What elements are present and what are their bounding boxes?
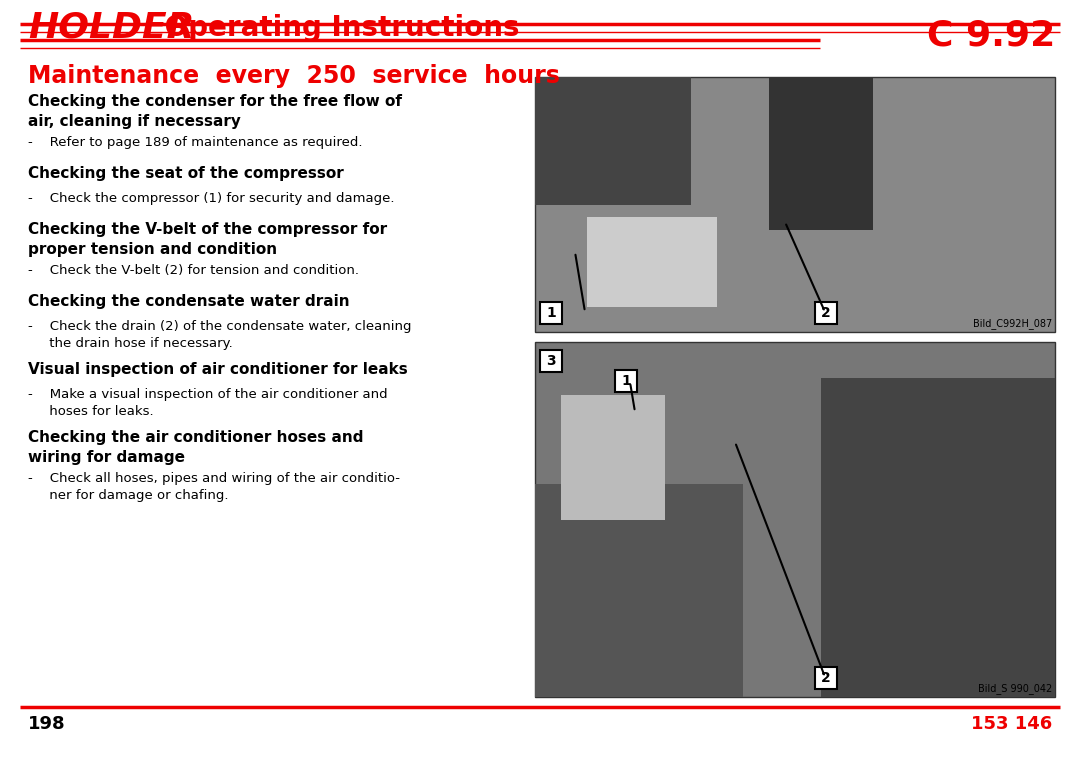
Text: -    Refer to page 189 of maintenance as required.: - Refer to page 189 of maintenance as re… <box>28 136 363 149</box>
Text: Checking the condenser for the free flow of
air, cleaning if necessary: Checking the condenser for the free flow… <box>28 94 402 129</box>
Text: 198: 198 <box>28 715 66 733</box>
Text: -    Check the compressor (1) for security and damage.: - Check the compressor (1) for security … <box>28 192 394 205</box>
FancyBboxPatch shape <box>535 77 1055 332</box>
FancyBboxPatch shape <box>769 77 873 230</box>
Text: Checking the air conditioner hoses and
wiring for damage: Checking the air conditioner hoses and w… <box>28 430 364 465</box>
FancyBboxPatch shape <box>535 484 743 697</box>
Text: C 9.92: C 9.92 <box>927 19 1055 53</box>
Text: Checking the V-belt of the compressor for
proper tension and condition: Checking the V-belt of the compressor fo… <box>28 222 387 257</box>
Text: Operating Instructions: Operating Instructions <box>156 14 519 42</box>
Text: Visual inspection of air conditioner for leaks: Visual inspection of air conditioner for… <box>28 362 408 377</box>
FancyBboxPatch shape <box>540 302 562 324</box>
Text: -    Check the drain (2) of the condensate water, cleaning
     the drain hose i: - Check the drain (2) of the condensate … <box>28 320 411 350</box>
Text: 1: 1 <box>621 374 631 388</box>
Text: Checking the condensate water drain: Checking the condensate water drain <box>28 294 350 309</box>
Text: 3: 3 <box>546 354 556 368</box>
FancyBboxPatch shape <box>821 377 1055 697</box>
Text: 1: 1 <box>546 306 556 320</box>
Text: Maintenance  every  250  service  hours: Maintenance every 250 service hours <box>28 64 559 88</box>
FancyBboxPatch shape <box>535 77 691 204</box>
Text: HOLDER: HOLDER <box>28 11 194 45</box>
Text: Checking the seat of the compressor: Checking the seat of the compressor <box>28 166 343 181</box>
Text: Bild_S 990_042: Bild_S 990_042 <box>977 683 1052 694</box>
Text: 2: 2 <box>821 306 831 320</box>
FancyBboxPatch shape <box>540 350 562 372</box>
FancyBboxPatch shape <box>615 370 637 392</box>
FancyBboxPatch shape <box>815 667 837 689</box>
Text: -    Check the V-belt (2) for tension and condition.: - Check the V-belt (2) for tension and c… <box>28 264 359 277</box>
Text: -    Check all hoses, pipes and wiring of the air conditio-
     ner for damage : - Check all hoses, pipes and wiring of t… <box>28 472 400 502</box>
Text: -    Make a visual inspection of the air conditioner and
     hoses for leaks.: - Make a visual inspection of the air co… <box>28 388 388 418</box>
FancyBboxPatch shape <box>561 395 665 520</box>
FancyBboxPatch shape <box>815 302 837 324</box>
FancyBboxPatch shape <box>588 217 717 306</box>
Text: Bild_C992H_087: Bild_C992H_087 <box>973 318 1052 329</box>
FancyBboxPatch shape <box>535 342 1055 697</box>
Text: 2: 2 <box>821 671 831 685</box>
Text: 153 146: 153 146 <box>971 715 1052 733</box>
